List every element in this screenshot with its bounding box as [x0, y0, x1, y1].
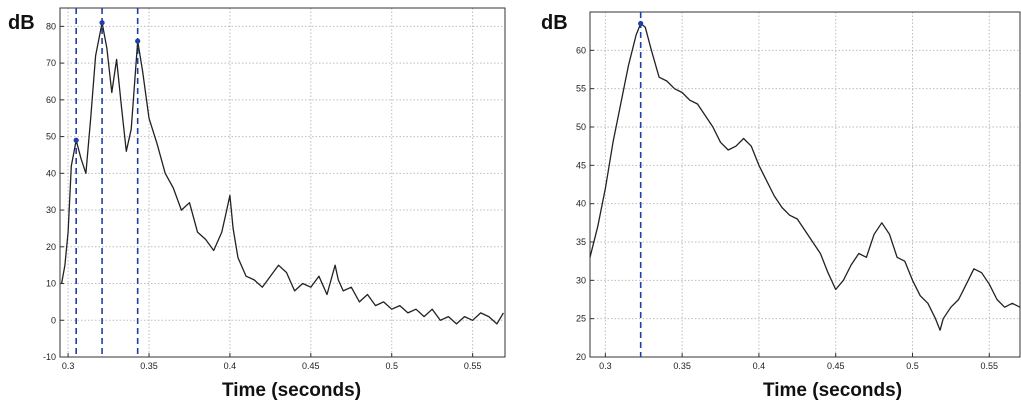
x-tick-label: 0.45 — [827, 361, 845, 371]
x-tick-label: 0.3 — [62, 361, 75, 371]
y-tick-label: 80 — [46, 21, 56, 31]
y-tick-label: 45 — [576, 160, 586, 170]
y-tick-label: 10 — [46, 279, 56, 289]
plot-frame — [59, 7, 506, 358]
peak-point — [73, 137, 79, 143]
x-tick-label: 0.4 — [224, 361, 237, 371]
y-tick-label: 50 — [576, 122, 586, 132]
y-axis-label: dB — [8, 12, 35, 34]
y-tick-label: 30 — [46, 205, 56, 215]
x-tick-label: 0.45 — [302, 361, 320, 371]
peak-point — [99, 20, 105, 26]
series-line — [589, 22, 1021, 331]
y-tick-label: 40 — [46, 168, 56, 178]
y-tick-label: 60 — [46, 95, 56, 105]
x-tick-label: 0.5 — [385, 361, 398, 371]
y-axis-label: dB — [541, 12, 568, 34]
peak-point — [638, 20, 644, 27]
y-tick-label: 35 — [576, 237, 586, 247]
y-tick-label: 20 — [576, 352, 586, 362]
spectrum-chart-right: 0.3 0.35 0.4 0.45 0.5 0.55 20 25 30 35 40 45 50 55 60 — [576, 11, 1021, 371]
x-tick-label: 0.35 — [140, 361, 158, 371]
y-tick-label: 25 — [576, 314, 586, 324]
x-tick-label: 0.3 — [599, 361, 612, 371]
y-tick-label: 70 — [46, 58, 56, 68]
plot-frame — [589, 11, 1021, 358]
series-line — [60, 22, 504, 325]
x-tick-label: 0.55 — [464, 361, 482, 371]
x-tick-label: 0.4 — [753, 361, 766, 371]
y-tick-label: 55 — [576, 84, 586, 94]
y-tick-label: 60 — [576, 45, 586, 55]
x-tick-label: 0.5 — [906, 361, 919, 371]
x-axis-label: Time (seconds) — [222, 380, 362, 401]
y-tick-label: 0 — [51, 315, 56, 325]
x-tick-label: 0.35 — [673, 361, 691, 371]
x-tick-label: 0.55 — [981, 361, 999, 371]
peak-point — [135, 38, 141, 44]
y-tick-label: 50 — [46, 132, 56, 142]
y-tick-label: -10 — [43, 352, 56, 362]
y-tick-label: 30 — [576, 275, 586, 285]
y-tick-label: 20 — [46, 242, 56, 252]
chart-panel-right: dB 0.3 0.35 0.4 0.45 0.5 0.55 20 25 30 35 40 45 50 55… — [520, 0, 1021, 411]
spectrum-chart-left: 0.3 0.35 0.4 0.45 0.5 0.55 -10 0 10 20 30 40 50 60 70 8… — [43, 7, 506, 371]
y-tick-label: 40 — [576, 199, 586, 209]
x-axis-label: Time (seconds) — [763, 380, 903, 401]
chart-panel-left: dB 0.3 0.35 0.4 0.45 0.5 0.55 -10 0 10 20 30 40 50 60… — [8, 7, 506, 401]
